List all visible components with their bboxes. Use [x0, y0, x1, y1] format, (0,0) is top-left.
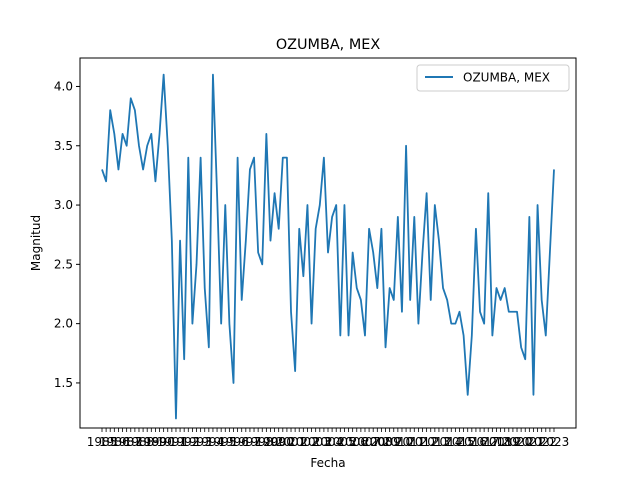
x-tick-label: 2017	[469, 435, 500, 449]
series-layer	[101, 73, 555, 420]
x-tick-label: 2005	[325, 435, 356, 449]
x-tick-label: 1993	[181, 435, 212, 449]
x-tick-label: 2012	[407, 435, 438, 449]
y-axis-ticks: 1.5 2.0 2.5 3.0 3.5 4.0	[54, 79, 80, 390]
x-tick-label: 2010	[383, 435, 414, 449]
plot-frame	[79, 57, 577, 429]
x-tick-label: 2009	[370, 435, 401, 449]
x-tick-label: 1991	[157, 435, 188, 449]
x-axis-label: Fecha	[310, 456, 345, 470]
x-tick-label: 1992	[169, 435, 200, 449]
y-tick-label: 1.5	[54, 376, 73, 390]
y-tick-label: 2.0	[54, 317, 73, 331]
x-tick-label: 2007	[350, 435, 381, 449]
x-tick-label: 1987	[111, 435, 142, 449]
x-tick-label: 2004	[313, 435, 344, 449]
x-tick-label: 1997	[231, 435, 262, 449]
x-tick-label: 2023	[539, 435, 570, 449]
x-tick-label: 1988	[124, 435, 155, 449]
legend-label: OZUMBA, MEX	[463, 71, 550, 85]
x-tick-label: 2021	[514, 435, 545, 449]
x-tick-label: 2008	[362, 435, 393, 449]
y-tick-label: 3.5	[54, 139, 73, 153]
x-tick-label: 1994	[194, 435, 225, 449]
legend: OZUMBA, MEX	[416, 64, 570, 92]
y-axis-label: Magnitud	[29, 215, 43, 271]
x-tick-label: 2011	[395, 435, 426, 449]
x-tick-label: 1998	[243, 435, 274, 449]
x-tick-label: 2018	[481, 435, 512, 449]
y-tick-label: 2.5	[54, 257, 73, 271]
x-tick-label: 2003	[300, 435, 331, 449]
legend-box	[416, 64, 570, 92]
x-tick-label: 1995	[206, 435, 237, 449]
chart-title: OZUMBA, MEX	[276, 37, 381, 53]
x-axis-ticks: 1985198619871988198919901991199219931994…	[87, 428, 570, 449]
x-tick-label: 2020	[502, 435, 533, 449]
x-tick-label: 2006	[337, 435, 368, 449]
x-tick-label: 2019	[489, 435, 520, 449]
y-tick-label: 4.0	[54, 79, 73, 93]
x-tick-label: 1990	[144, 435, 175, 449]
x-tick-label: 1999	[255, 435, 286, 449]
x-tick-label: 1996	[218, 435, 249, 449]
x-tick-label: 2015	[444, 435, 475, 449]
x-tick-label: 1985	[87, 435, 118, 449]
x-tick-label: 2013	[420, 435, 451, 449]
x-tick-label: 2002	[288, 435, 319, 449]
x-tick-label: 2022	[526, 435, 557, 449]
x-tick-label: 1986	[99, 435, 130, 449]
y-tick-label: 3.0	[54, 198, 73, 212]
x-tick-label: 2014	[432, 435, 463, 449]
x-tick-label: 1989	[136, 435, 167, 449]
x-tick-label: 2000	[263, 435, 294, 449]
x-tick-label: 2001	[276, 435, 307, 449]
x-tick-label: 2016	[457, 435, 488, 449]
